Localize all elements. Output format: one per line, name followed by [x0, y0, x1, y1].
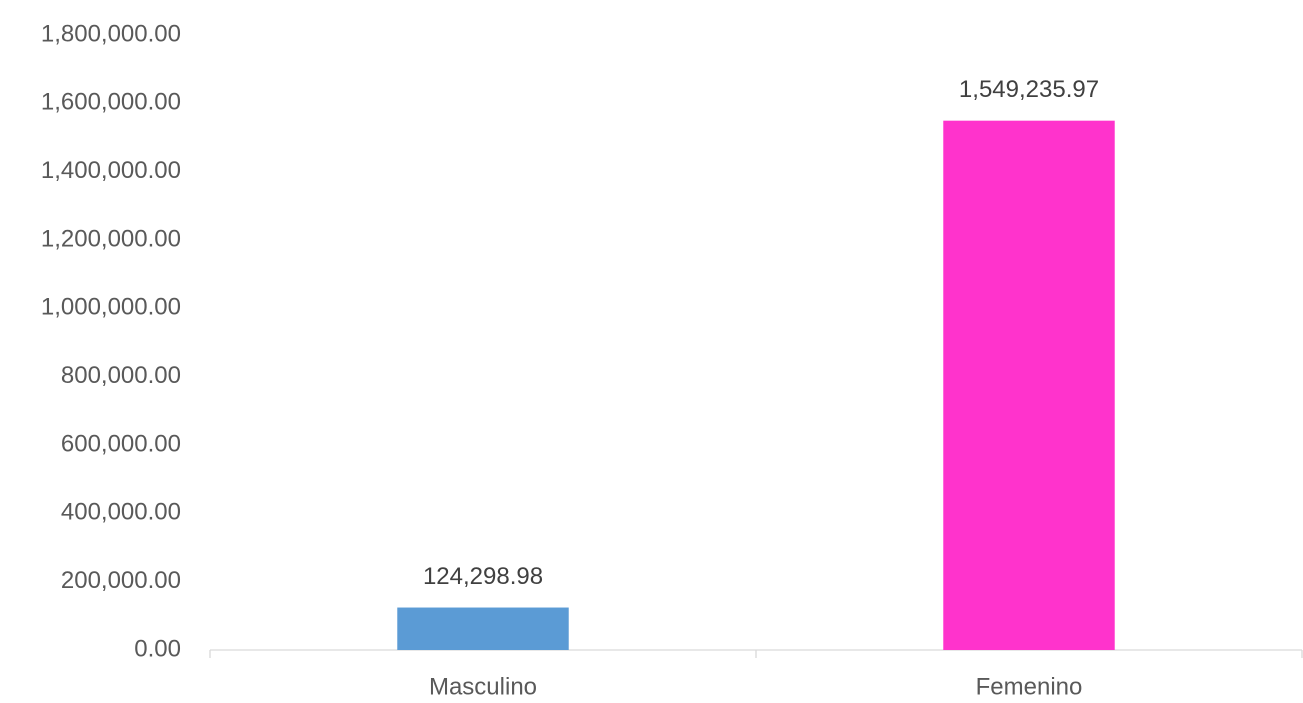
y-tick-label: 800,000.00: [61, 362, 181, 389]
y-tick-label: 600,000.00: [61, 430, 181, 457]
bar: [943, 120, 1115, 650]
y-tick-label: 0.00: [134, 635, 181, 662]
x-tick-label: Femenino: [976, 673, 1083, 700]
y-tick-label: 1,800,000.00: [41, 20, 181, 47]
data-label: 1,549,235.97: [959, 76, 1099, 103]
bar: [397, 607, 569, 650]
data-label: 124,298.98: [423, 563, 543, 590]
y-tick-label: 1,600,000.00: [41, 89, 181, 116]
y-tick-label: 400,000.00: [61, 499, 181, 526]
y-tick-label: 1,000,000.00: [41, 294, 181, 321]
y-tick-label: 200,000.00: [61, 567, 181, 594]
y-tick-label: 1,400,000.00: [41, 157, 181, 184]
x-tick-label: Masculino: [429, 673, 537, 700]
y-tick-label: 1,200,000.00: [41, 225, 181, 252]
